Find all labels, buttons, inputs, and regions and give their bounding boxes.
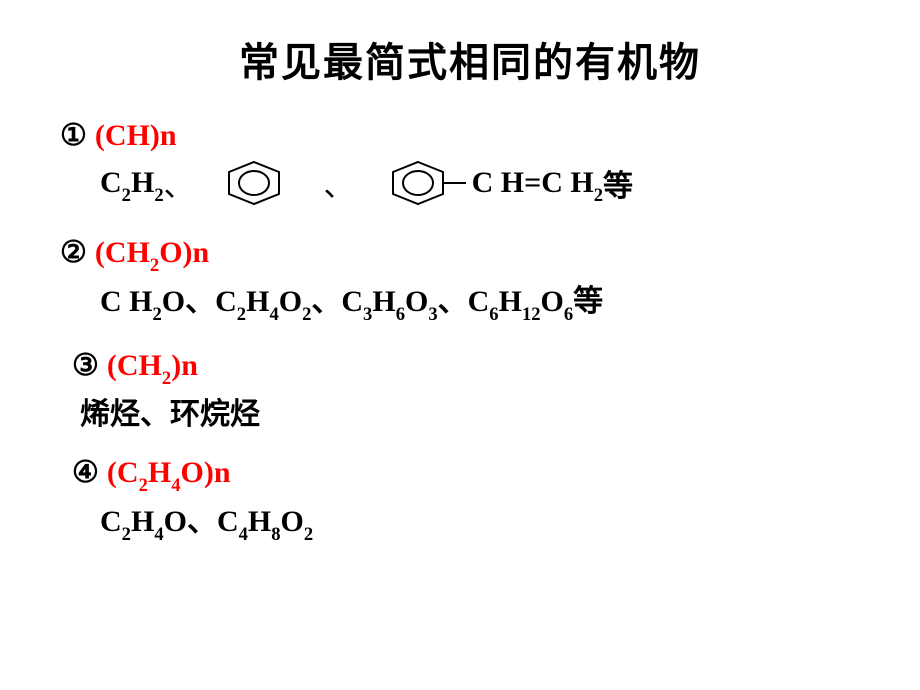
- s: 2: [237, 304, 246, 325]
- s: 3: [363, 304, 372, 325]
- t: 、C: [311, 285, 363, 318]
- s: 2: [154, 185, 163, 206]
- t: H: [248, 505, 271, 538]
- item-4-examples: C2H4O、C4H8O2: [100, 496, 880, 540]
- t: 、C: [438, 285, 490, 318]
- item-1-formula: (CH)n: [95, 119, 177, 153]
- t: H: [127, 236, 150, 269]
- s: 2: [153, 304, 162, 325]
- item-4-formula: (C2H4O)n: [107, 456, 231, 490]
- seg: C H2O、C2H4O2、C3H6O3、C6H12O6: [100, 276, 573, 320]
- s: 2: [122, 524, 131, 545]
- t: H: [148, 456, 171, 489]
- t: O: [405, 285, 428, 318]
- s: 2: [594, 185, 603, 206]
- item-2-header: ② (CH2O)n: [60, 235, 880, 270]
- s: 4: [171, 475, 180, 496]
- slide-title: 常见最简式相同的有机物: [60, 30, 880, 88]
- t: C H=C H: [472, 166, 594, 199]
- t: O: [541, 285, 564, 318]
- item-1-examples: C2H2 、 、 C H=C H2 等: [100, 159, 880, 207]
- s: 8: [271, 524, 280, 545]
- s: 4: [269, 304, 278, 325]
- t: O、C: [164, 505, 239, 538]
- t: O: [281, 505, 304, 538]
- text: 烯烃、环烷烃: [80, 389, 260, 433]
- item-3-formula: (CH2)n: [107, 349, 198, 383]
- item-4-marker: ④: [72, 455, 99, 490]
- t: O: [279, 285, 302, 318]
- s: 6: [564, 304, 573, 325]
- item-2-examples: C H2O、C2H4O2、C3H6O3、C6H12O6 等: [100, 276, 880, 320]
- styrene-icon: [388, 159, 468, 207]
- item-2-formula: (CH2O)n: [95, 236, 209, 270]
- sep: 、: [164, 161, 194, 205]
- item-2-marker: ②: [60, 235, 87, 270]
- t: H: [131, 505, 154, 538]
- t: H: [499, 285, 522, 318]
- s: 2: [304, 524, 313, 545]
- s: 12: [522, 304, 541, 325]
- t: H: [246, 285, 269, 318]
- item-3-marker: ③: [72, 348, 99, 383]
- s: 4: [239, 524, 248, 545]
- t: )n: [171, 349, 198, 382]
- s: 2: [122, 185, 131, 206]
- sep: 、: [324, 161, 354, 205]
- item-4-header: ④ (C2H4O)n: [72, 455, 880, 490]
- t: (C: [95, 236, 127, 269]
- slide: 常见最简式相同的有机物 ① (CH)n C2H2 、 、 C H=C H: [0, 0, 920, 690]
- t: C H: [100, 285, 153, 318]
- styrene-tail: C H=C H2: [472, 166, 603, 200]
- s: 2: [162, 368, 171, 389]
- c2h2: C2H2: [100, 166, 164, 200]
- t: H: [372, 285, 395, 318]
- t: C: [100, 505, 122, 538]
- s: 2: [139, 475, 148, 496]
- s: 3: [428, 304, 437, 325]
- s: 6: [396, 304, 405, 325]
- suffix: 等: [603, 161, 633, 205]
- item-3-examples: 烯烃、环烷烃: [80, 389, 880, 433]
- s: 2: [150, 255, 159, 276]
- t: O)n: [159, 236, 209, 269]
- s: 6: [489, 304, 498, 325]
- item-3-header: ③ (CH2)n: [72, 348, 880, 383]
- item-1-marker: ①: [60, 118, 87, 153]
- seg: C2H4O、C4H8O2: [100, 496, 313, 540]
- t: (CH: [107, 349, 162, 382]
- t: O)n: [181, 456, 231, 489]
- t: (C: [107, 456, 139, 489]
- t: O、C: [162, 285, 237, 318]
- s: 2: [302, 304, 311, 325]
- t: H: [131, 166, 154, 199]
- item-1-header: ① (CH)n: [60, 118, 880, 153]
- suffix: 等: [573, 276, 603, 320]
- s: 4: [154, 524, 163, 545]
- t: C: [100, 166, 122, 199]
- tok: H)n: [127, 119, 177, 152]
- benzene-icon: [224, 159, 284, 207]
- tok: (C: [95, 119, 127, 152]
